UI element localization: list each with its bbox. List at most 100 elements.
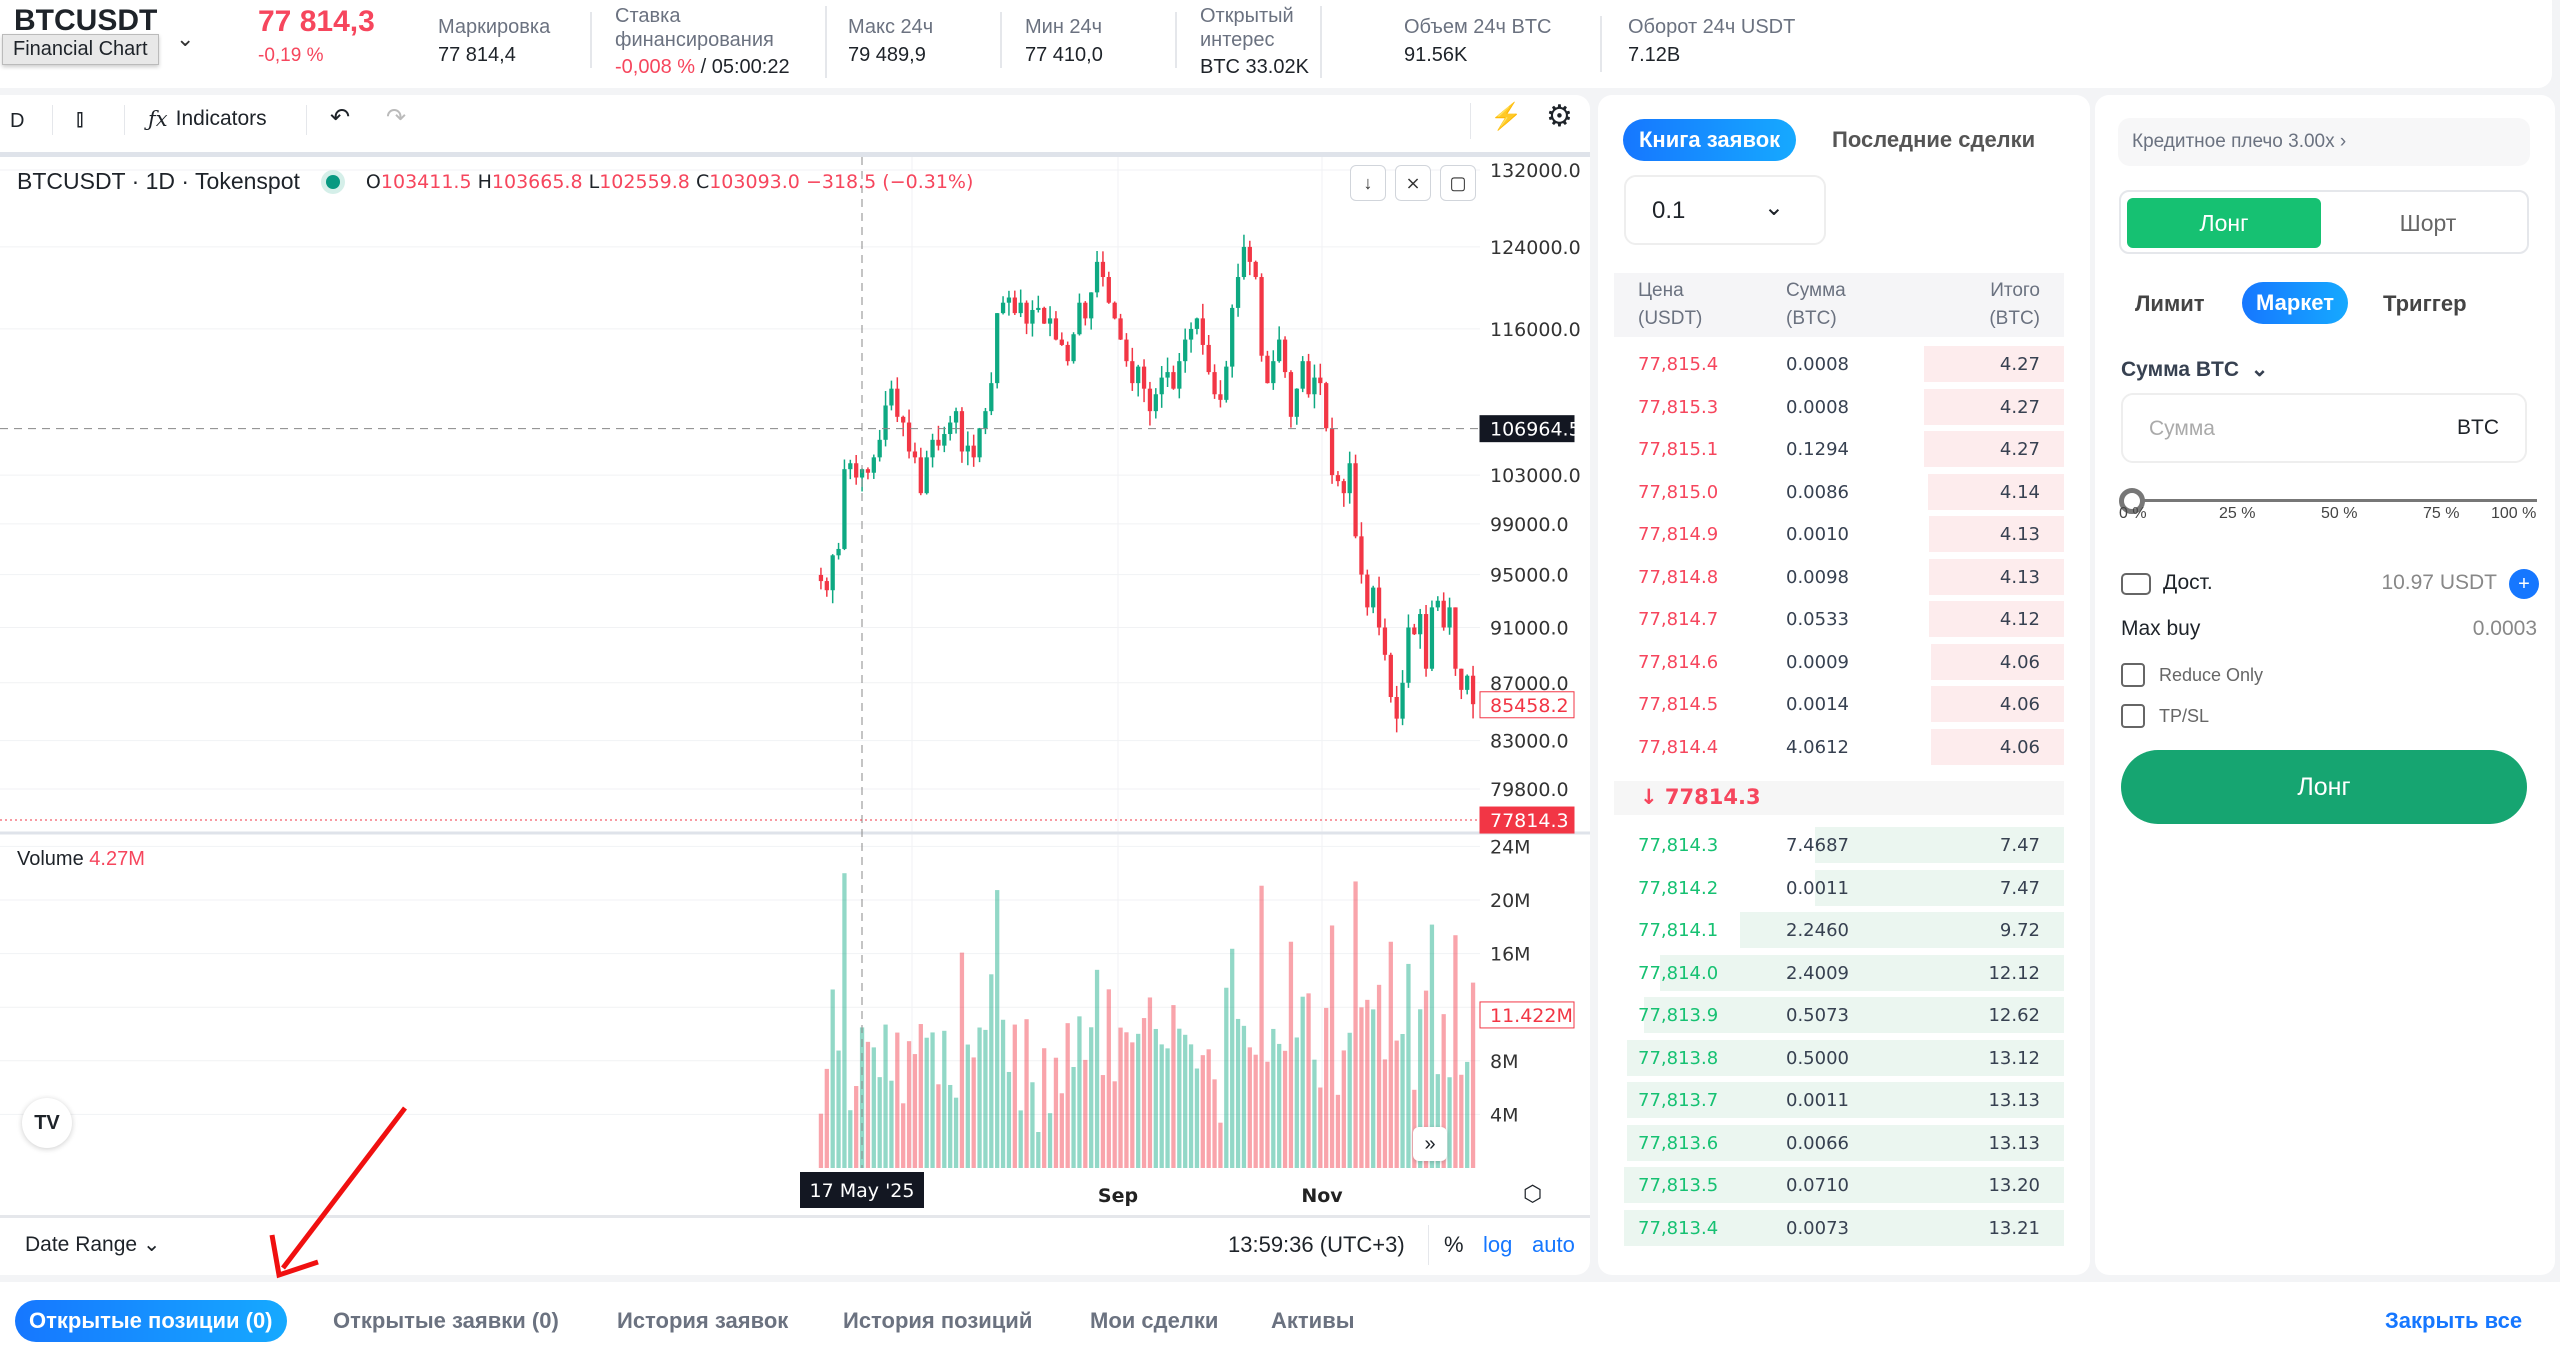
- ask-row[interactable]: 77,815.1 0.1294 4.27: [1614, 431, 2064, 469]
- step-select[interactable]: 0.1 ⌄: [1624, 175, 1826, 245]
- volume-bar: [895, 1032, 900, 1168]
- bid-row[interactable]: 77,813.5 0.0710 13.20: [1614, 1167, 2064, 1205]
- tpsl-checkbox[interactable]: TP/SL: [2121, 704, 2209, 728]
- amount: 0.0086: [1786, 481, 1849, 503]
- price: 77,813.9: [1638, 1005, 1719, 1026]
- candle: [1241, 246, 1247, 278]
- ask-row[interactable]: 77,814.5 0.0014 4.06: [1614, 686, 2064, 724]
- collapse-icon[interactable]: ⨯: [1395, 165, 1431, 201]
- depth-bar: [1660, 954, 2064, 991]
- interval-button[interactable]: D: [10, 110, 25, 132]
- redo-icon[interactable]: ↷: [386, 104, 407, 131]
- volume-bar: [1241, 1025, 1247, 1168]
- close-all-button[interactable]: Закрыть все: [2385, 1308, 2523, 1333]
- bid-row[interactable]: 77,813.7 0.0011 13.13: [1614, 1082, 2064, 1120]
- auto-toggle[interactable]: auto: [1532, 1232, 1575, 1257]
- percent-toggle[interactable]: %: [1444, 1232, 1464, 1257]
- amount: 0.0010: [1786, 524, 1849, 545]
- ask-row[interactable]: 77,815.3 0.0008 4.27: [1614, 388, 2064, 427]
- price: 77,814.1: [1638, 920, 1719, 941]
- date-range-button[interactable]: Date Range ⌄: [25, 1233, 161, 1256]
- volume-bar: [842, 873, 847, 1168]
- side-toggle: Лонг Шорт: [2119, 190, 2529, 254]
- bid-row[interactable]: 77,813.4 0.0073 13.21: [1614, 1209, 2064, 1248]
- ask-row[interactable]: 77,814.4 4.0612 4.06: [1614, 728, 2064, 767]
- ask-row[interactable]: 77,815.4 0.0008 4.27: [1614, 346, 2064, 384]
- candle: [924, 457, 929, 494]
- candle: [854, 463, 859, 478]
- tab-position-history[interactable]: История позиций: [843, 1308, 1033, 1333]
- log-toggle[interactable]: log: [1483, 1232, 1513, 1257]
- volume-bar: [1277, 1043, 1282, 1168]
- bid-row[interactable]: 77,814.3 7.4687 7.47: [1614, 827, 2064, 865]
- reduce-only-checkbox[interactable]: Reduce Only: [2121, 663, 2263, 687]
- tooltip: Financial Chart: [2, 34, 159, 65]
- candle: [1100, 261, 1106, 278]
- axis-settings-icon[interactable]: ⬡: [1523, 1181, 1543, 1206]
- volume-bar: [1423, 990, 1429, 1168]
- leverage-button[interactable]: Кредитное плечо 3.00x ›: [2118, 118, 2530, 166]
- arrow-down-icon[interactable]: ↓: [1350, 165, 1386, 201]
- tab-open-orders[interactable]: Открытые заявки (0): [333, 1308, 559, 1333]
- bid-row[interactable]: 77,814.1 2.2460 9.72: [1614, 912, 2064, 950]
- candlestick-icon[interactable]: ⫾: [76, 105, 84, 132]
- high-value: 79 489,9: [848, 44, 926, 66]
- ask-row[interactable]: 77,814.8 0.0098 4.13: [1614, 558, 2064, 597]
- amount-unit-select[interactable]: Сумма BTC ⌄: [2121, 358, 2269, 381]
- candle: [1271, 361, 1276, 384]
- indicators-button[interactable]: ƒx Indicators: [148, 107, 267, 131]
- total: 13.13: [1988, 1132, 2040, 1154]
- volume-bar: [1470, 982, 1476, 1168]
- candle: [983, 411, 988, 429]
- candle: [1453, 607, 1458, 669]
- ask-row[interactable]: 77,814.9 0.0010 4.13: [1614, 516, 2064, 554]
- tradingview-logo-icon[interactable]: TV: [22, 1098, 72, 1148]
- candle: [1465, 675, 1470, 690]
- order-type-trigger[interactable]: Триггер: [2383, 291, 2467, 316]
- undo-icon[interactable]: ↶: [330, 104, 351, 131]
- bid-row[interactable]: 77,814.2 0.0011 7.47: [1614, 869, 2064, 908]
- price: 77,814.4: [1638, 736, 1719, 758]
- candle: [1418, 614, 1423, 635]
- bid-row[interactable]: 77,813.8 0.5000 13.12: [1614, 1039, 2064, 1078]
- candle: [1147, 388, 1153, 412]
- candle: [848, 463, 853, 470]
- ask-row[interactable]: 77,814.6 0.0009 4.06: [1614, 643, 2064, 682]
- price-chart[interactable]: 132000.0 124000.0 116000.0 103000.0 99000.0 9…: [0, 95, 1590, 1220]
- price-tick: 87000.0: [1490, 673, 1569, 695]
- volume-bar: [1177, 1028, 1182, 1168]
- long-tab[interactable]: Лонг: [2127, 198, 2321, 248]
- submit-long-button[interactable]: Лонг: [2121, 750, 2527, 824]
- funding-label: Ставка финансирования: [615, 5, 774, 51]
- tab-assets[interactable]: Активы: [1271, 1308, 1355, 1333]
- slider-handle[interactable]: [2119, 488, 2145, 514]
- gear-icon[interactable]: ⚙: [1546, 100, 1573, 133]
- deposit-plus-icon[interactable]: +: [2509, 569, 2539, 599]
- candle: [1277, 339, 1282, 362]
- bid-row[interactable]: 77,814.0 2.4009 12.12: [1614, 954, 2064, 993]
- quick-search-icon[interactable]: ⚡: [1490, 101, 1523, 131]
- candle: [1177, 361, 1182, 389]
- tab-my-trades[interactable]: Мои сделки: [1090, 1308, 1219, 1333]
- depth-bar: [1740, 912, 2064, 948]
- tab-open-positions[interactable]: Открытые позиции (0): [15, 1300, 287, 1342]
- symbol-name[interactable]: BTCUSDT: [14, 4, 158, 37]
- short-tab[interactable]: Шорт: [2399, 210, 2457, 236]
- maximize-icon[interactable]: ▢: [1440, 165, 1476, 201]
- order-type-limit[interactable]: Лимит: [2135, 291, 2205, 316]
- tab-order-history[interactable]: История заявок: [617, 1308, 789, 1333]
- bid-row[interactable]: 77,813.6 0.0066 13.13: [1614, 1124, 2064, 1163]
- scroll-right-icon[interactable]: »: [1413, 1127, 1447, 1161]
- time-tick: Sep: [1098, 1185, 1138, 1207]
- ask-row[interactable]: 77,814.7 0.0533 4.12: [1614, 601, 2064, 639]
- amount-input[interactable]: Сумма BTC: [2121, 393, 2527, 463]
- tab-recent-trades[interactable]: Последние сделки: [1832, 127, 2036, 152]
- ask-row[interactable]: 77,815.0 0.0086 4.14: [1614, 473, 2064, 512]
- bid-row[interactable]: 77,813.9 0.5073 12.62: [1614, 997, 2064, 1035]
- amount-slider[interactable]: [2119, 482, 2539, 522]
- tab-orderbook[interactable]: Книга заявок: [1623, 119, 1797, 161]
- candle: [889, 388, 894, 406]
- volume-bar: [1171, 1005, 1176, 1168]
- chevron-down-icon[interactable]: ⌄: [176, 26, 195, 51]
- order-type-market[interactable]: Маркет: [2242, 282, 2348, 324]
